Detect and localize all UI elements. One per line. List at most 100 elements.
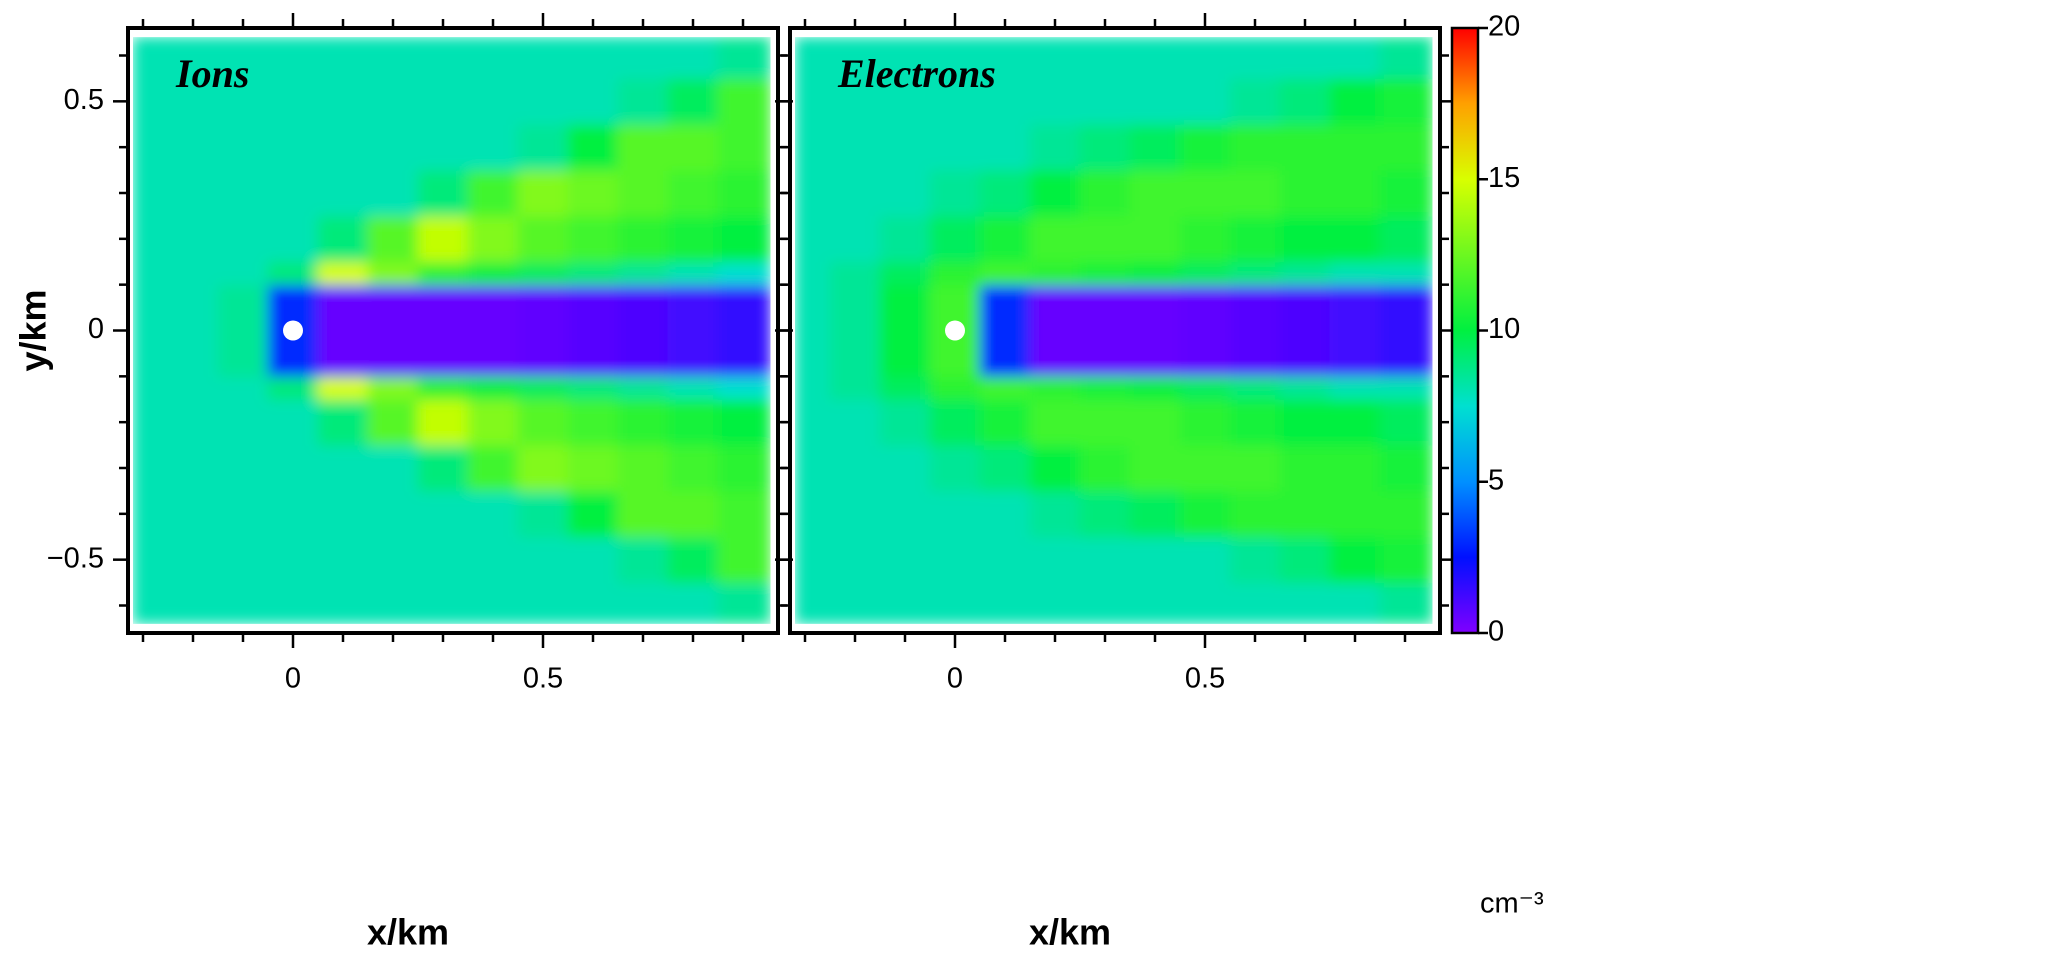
cell xyxy=(468,170,519,217)
cell xyxy=(1130,376,1181,400)
cell xyxy=(468,582,519,624)
cell xyxy=(368,445,419,492)
cell xyxy=(133,37,169,79)
cell xyxy=(1330,170,1381,217)
cell xyxy=(618,215,669,262)
cell xyxy=(1130,215,1181,262)
cell xyxy=(568,37,619,79)
cell xyxy=(1330,376,1381,400)
heatmap xyxy=(795,37,1434,625)
cell xyxy=(318,215,369,262)
y-tick-label: −0.5 xyxy=(47,542,104,574)
cell xyxy=(418,170,469,217)
cell xyxy=(368,490,419,537)
cell xyxy=(568,78,619,125)
cell xyxy=(795,399,831,446)
cell xyxy=(880,284,931,377)
cell xyxy=(418,261,469,285)
cell xyxy=(618,490,669,537)
colorbar-tick-label: 0 xyxy=(1488,616,1504,648)
cell xyxy=(980,124,1031,171)
cell xyxy=(880,399,931,446)
cell xyxy=(1330,582,1381,624)
cell xyxy=(1380,490,1434,537)
cell xyxy=(1080,170,1131,217)
cell xyxy=(1230,78,1281,125)
cell xyxy=(668,124,719,171)
cell xyxy=(1180,78,1231,125)
cell xyxy=(718,78,772,125)
cell xyxy=(1230,284,1281,377)
cell xyxy=(268,261,319,285)
cell xyxy=(168,376,219,400)
cell xyxy=(268,490,319,537)
cell xyxy=(830,261,881,285)
cell xyxy=(668,536,719,583)
cell xyxy=(830,124,881,171)
cell xyxy=(668,376,719,400)
cell xyxy=(930,445,981,492)
cell xyxy=(1230,582,1281,624)
cell xyxy=(518,124,569,171)
cell xyxy=(268,215,319,262)
figure: 00.5−0.500.5Ionsx/kmy/km00.5Electronsx/k… xyxy=(0,0,2064,957)
cell xyxy=(1330,490,1381,537)
cell xyxy=(1130,536,1181,583)
cell xyxy=(218,445,269,492)
cell xyxy=(1080,445,1131,492)
cell xyxy=(133,582,169,624)
cell xyxy=(668,445,719,492)
cell xyxy=(668,284,719,377)
cell xyxy=(1330,445,1381,492)
cell xyxy=(218,399,269,446)
cell xyxy=(830,215,881,262)
cell xyxy=(1330,536,1381,583)
cell xyxy=(830,582,881,624)
cell xyxy=(618,170,669,217)
cell xyxy=(1380,582,1434,624)
cell xyxy=(1030,170,1081,217)
cell xyxy=(1030,582,1081,624)
cell xyxy=(980,376,1031,400)
cell xyxy=(1280,445,1331,492)
cell xyxy=(1080,37,1131,79)
cell xyxy=(518,445,569,492)
x-tick-label: 0 xyxy=(285,663,301,695)
cell xyxy=(468,215,519,262)
cell xyxy=(618,445,669,492)
cell xyxy=(468,37,519,79)
cell xyxy=(1280,376,1331,400)
cell xyxy=(930,215,981,262)
cell xyxy=(318,78,369,125)
cell xyxy=(218,582,269,624)
cell xyxy=(468,445,519,492)
cell xyxy=(133,536,169,583)
cell xyxy=(830,536,881,583)
cell xyxy=(1230,399,1281,446)
cell xyxy=(1030,124,1081,171)
cell xyxy=(1280,261,1331,285)
cell xyxy=(795,582,831,624)
x-axis-label: x/km xyxy=(367,912,449,953)
cell xyxy=(1030,215,1081,262)
cell xyxy=(518,261,569,285)
cell xyxy=(218,170,269,217)
cell xyxy=(1080,399,1131,446)
cell xyxy=(1030,78,1081,125)
cell xyxy=(568,582,619,624)
cell xyxy=(518,78,569,125)
cell xyxy=(318,261,369,285)
cell xyxy=(718,445,772,492)
cell xyxy=(418,37,469,79)
cell xyxy=(568,490,619,537)
cell xyxy=(1380,37,1434,79)
cell xyxy=(518,215,569,262)
cell xyxy=(468,490,519,537)
cell xyxy=(1280,78,1331,125)
cell xyxy=(880,445,931,492)
cell xyxy=(1080,490,1131,537)
cell xyxy=(1130,170,1181,217)
cell xyxy=(618,284,669,377)
colorbar-tick-label: 10 xyxy=(1488,313,1520,345)
cell xyxy=(133,490,169,537)
